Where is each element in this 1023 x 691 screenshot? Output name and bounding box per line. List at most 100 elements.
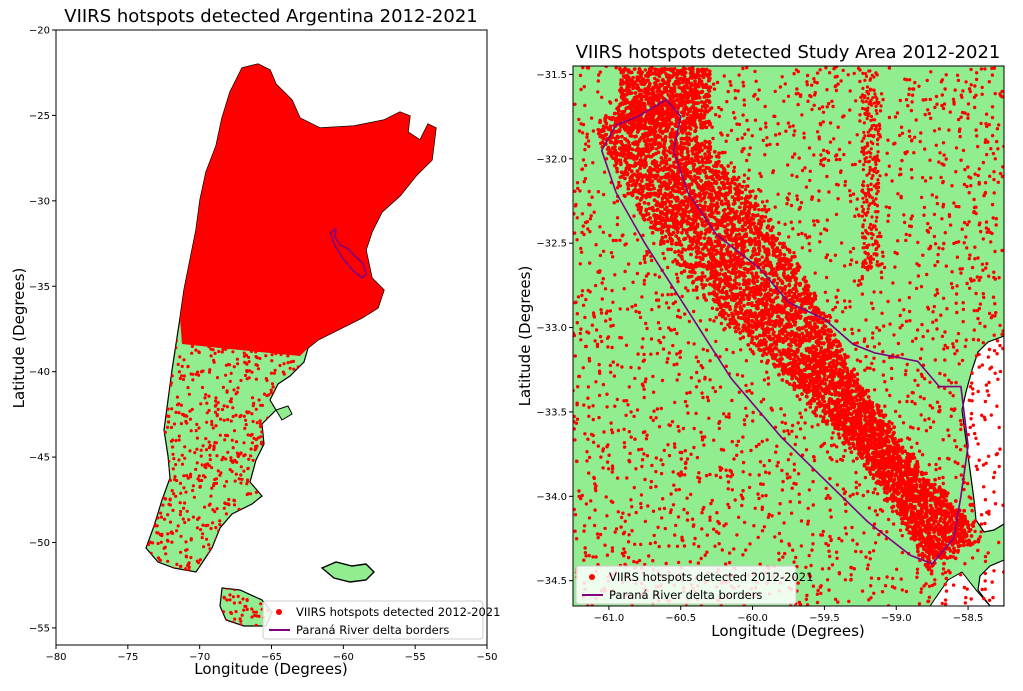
hotspot-dot: [848, 446, 852, 450]
hotspot-dot: [929, 116, 933, 121]
hotspot-dot: [713, 389, 718, 394]
hotspot-dot: [848, 262, 853, 267]
hotspot-dot: [790, 486, 794, 490]
hotspot-dot: [871, 201, 875, 205]
hotspot-dot: [885, 575, 889, 579]
hotspot-dot: [609, 499, 613, 503]
hotspot-dot: [739, 348, 743, 352]
hotspot-dot: [907, 92, 911, 97]
hotspot-dot: [827, 71, 832, 75]
hotspot-dot: [596, 90, 600, 94]
hotspot-dot: [727, 415, 731, 419]
hotspot-dot: [697, 379, 701, 383]
hotspot-dot: [587, 144, 591, 149]
hotspot-dot: [871, 331, 875, 335]
hotspot-dot: [828, 121, 833, 125]
hotspot-dot: [1001, 165, 1004, 169]
hotspot-dot: [604, 66, 608, 69]
hotspot-dot: [743, 187, 748, 192]
hotspot-dot: [736, 89, 740, 93]
hotspot-dot: [841, 487, 846, 491]
hotspot-dot: [254, 438, 258, 442]
hotspot-dot: [648, 541, 653, 546]
hotspot-dot: [183, 414, 187, 418]
x-tick-label: −80: [45, 652, 66, 663]
hotspot-dot: [824, 496, 828, 501]
hotspot-dot: [234, 472, 238, 476]
hotspot-dot: [573, 529, 577, 533]
hotspot-dot: [712, 438, 716, 442]
hotspot-dot: [675, 378, 679, 382]
hotspot-dot: [733, 116, 737, 120]
hotspot-dot: [640, 345, 644, 349]
hotspot-dot: [871, 243, 875, 247]
hotspot-dot: [189, 538, 193, 542]
hotspot-dot: [938, 466, 942, 470]
hotspot-dot: [898, 326, 902, 330]
hotspot-dot: [659, 406, 663, 411]
hotspot-dot: [710, 306, 715, 310]
hotspot-dot: [586, 437, 590, 441]
hotspot-dot: [995, 339, 1000, 343]
hotspot-dot: [282, 372, 286, 376]
hotspot-dot: [591, 129, 596, 133]
hotspot-dot: [578, 331, 582, 336]
hotspot-dot: [655, 407, 660, 411]
hotspot-dot: [212, 358, 216, 362]
hotspot-dot: [932, 234, 937, 239]
hotspot-dot: [618, 335, 622, 340]
hotspot-dot: [229, 371, 233, 375]
hotspot-dot: [948, 223, 953, 227]
hotspot-dot: [243, 373, 248, 378]
hotspot-dot: [998, 92, 1002, 96]
hotspot-dot: [835, 483, 840, 487]
x-tick-label: −60: [333, 652, 354, 663]
hotspot-dot: [209, 494, 213, 498]
hotspot-dot: [750, 382, 754, 386]
hotspot-dot: [180, 374, 184, 378]
hotspot-dot: [641, 359, 645, 363]
hotspot-dot: [798, 411, 802, 415]
hotspot-dot: [766, 382, 771, 386]
hotspot-dot: [917, 553, 921, 557]
hotspot-dot: [599, 455, 603, 459]
hotspot-dot: [973, 245, 977, 249]
hotspot-dot: [632, 414, 636, 419]
hotspot-dot: [197, 516, 201, 520]
hotspot-dot: [904, 232, 908, 237]
hotspot-dot: [766, 376, 770, 380]
hotspot-dot: [214, 424, 218, 428]
hotspot-dot: [944, 264, 948, 268]
hotspot-dot: [977, 278, 981, 282]
hotspot-dot: [211, 521, 215, 525]
hotspot-dot: [944, 576, 948, 581]
hotspot-dot: [179, 534, 183, 538]
hotspot-dot: [675, 544, 680, 548]
hotspot-dot: [198, 485, 202, 489]
hotspot-dot: [919, 131, 923, 135]
hotspot-dot: [626, 191, 630, 196]
hotspot-dot: [750, 134, 754, 138]
hotspot-dot: [165, 425, 170, 429]
hotspot-dot: [249, 492, 253, 496]
hotspot-dot: [938, 151, 942, 155]
hotspot-dot: [946, 428, 950, 432]
hotspot-dot: [949, 407, 954, 411]
hotspot-dot: [828, 140, 833, 144]
hotspot-dot: [771, 169, 776, 173]
hotspot-dot: [756, 97, 760, 101]
hotspot-dot: [728, 80, 732, 84]
hotspot-dot: [997, 123, 1001, 127]
hotspot-dot: [760, 439, 764, 444]
hotspot-dot: [599, 311, 604, 315]
hotspot-dot: [835, 556, 839, 560]
hotspot-dot: [966, 116, 970, 120]
hotspot-dot: [596, 535, 600, 540]
hotspot-dot: [854, 99, 858, 103]
hotspot-dot: [875, 492, 880, 496]
hotspot-dot: [886, 219, 890, 223]
hotspot-dot: [790, 173, 794, 177]
hotspot-dot: [273, 368, 277, 372]
hotspot-dot: [910, 214, 914, 218]
hotspot-dot: [967, 286, 972, 290]
